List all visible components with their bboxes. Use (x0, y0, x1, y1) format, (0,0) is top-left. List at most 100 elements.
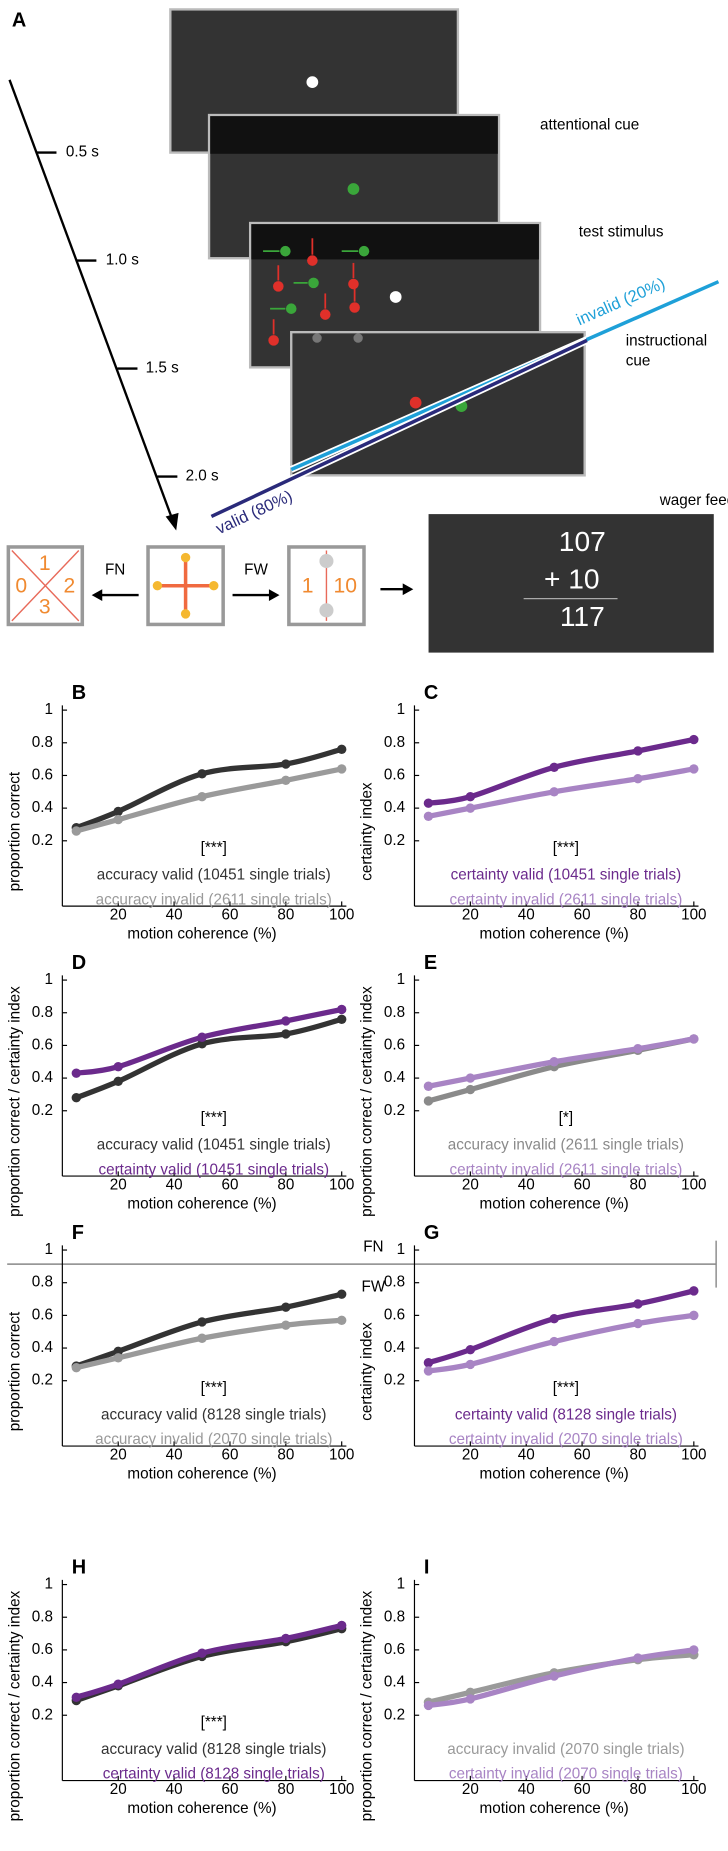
y-tick-label: 0.2 (384, 832, 405, 849)
panel-label: E (424, 952, 437, 974)
y-tick-label: 0.6 (32, 1306, 53, 1323)
arrow-head (402, 583, 414, 596)
x-tick-label: 20 (462, 907, 479, 924)
x-axis-label: motion coherence (%) (127, 1195, 276, 1212)
x-tick-label: 100 (681, 907, 706, 924)
data-point (689, 1645, 699, 1655)
y-tick-label: 1 (397, 1241, 405, 1258)
x-tick-label: 20 (110, 1177, 127, 1194)
data-point (113, 1076, 123, 1087)
timeline-label: 2.0 s (186, 468, 219, 485)
y-tick-label: 0.8 (32, 1274, 53, 1291)
choice-label: FN (105, 561, 125, 578)
panel-label: C (424, 682, 438, 704)
annotation: [***] (201, 1380, 227, 1397)
panel-label: F (72, 1222, 84, 1244)
x-tick-label: 80 (629, 1781, 646, 1798)
choice-digit: 2 (64, 574, 76, 597)
x-tick-label: 20 (110, 907, 127, 924)
legend-entry: accuracy invalid (2070 single trials) (447, 1741, 684, 1758)
x-tick-label: 20 (110, 1781, 127, 1798)
choice-dot (152, 581, 163, 591)
y-tick-label: 0.4 (384, 1069, 406, 1086)
x-tick-label: 60 (574, 1177, 591, 1194)
y-tick-label: 0.8 (384, 1608, 405, 1625)
y-tick-label: 0.2 (32, 1372, 53, 1389)
data-point (633, 1299, 643, 1309)
feedback-number: 117 (560, 601, 605, 632)
choice-dot (319, 603, 334, 618)
y-tick-label: 0.8 (384, 1004, 405, 1021)
choice-dot (209, 581, 219, 591)
legend-entry: certainty invalid (2070 single trials) (449, 1766, 683, 1783)
data-point (633, 1043, 643, 1054)
data-point (71, 1092, 82, 1103)
choice-digit: 10 (333, 574, 356, 597)
y-axis-label: proportion correct / certainty index (6, 986, 23, 1217)
x-tick-label: 100 (329, 1177, 354, 1194)
x-axis-label: motion coherence (%) (480, 925, 629, 942)
data-point (423, 1700, 434, 1711)
x-tick-label: 60 (221, 1177, 238, 1194)
data-point (337, 1620, 347, 1631)
choice-dot (180, 609, 191, 619)
annotation: [***] (201, 1110, 227, 1127)
data-point (197, 769, 207, 779)
timeline-arrow (165, 512, 179, 531)
data-point (549, 787, 559, 797)
panel-label: H (72, 1556, 86, 1578)
data-point (549, 762, 559, 772)
y-tick-label: 1 (397, 701, 405, 718)
legend-entry: certainty invalid (2070 single trials) (449, 1431, 683, 1448)
y-tick-label: 1 (397, 1576, 405, 1593)
arrow-head (91, 589, 103, 601)
data-point (197, 1032, 207, 1042)
annotation: [***] (201, 1714, 227, 1731)
y-tick-label: 1 (44, 701, 52, 718)
y-tick-label: 1 (44, 971, 52, 988)
screen-label: cue (626, 353, 651, 370)
data-point (423, 1081, 434, 1091)
legend-entry: certainty valid (8128 single trials) (455, 1407, 677, 1424)
timeline-label: 0.5 s (66, 144, 99, 161)
direction-arrows (157, 557, 214, 614)
x-tick-label: 80 (629, 1446, 646, 1463)
data-point (465, 1344, 476, 1355)
data-point (281, 1029, 291, 1039)
x-axis-label: motion coherence (%) (127, 1800, 276, 1817)
y-tick-label: 0.6 (32, 766, 53, 783)
data-point (633, 774, 643, 784)
y-tick-label: 0.8 (384, 734, 405, 751)
y-tick-label: 0.6 (32, 1036, 53, 1053)
choice-line (11, 550, 80, 622)
data-point (337, 744, 347, 755)
feedback-screen (428, 514, 714, 653)
data-point (113, 1353, 123, 1363)
y-tick-label: 0.2 (32, 1102, 53, 1119)
data-point (465, 791, 476, 802)
choice-digit: 0 (15, 574, 27, 597)
data-point (689, 1310, 699, 1321)
y-tick-label: 0.4 (32, 1069, 54, 1086)
y-axis-label: proportion correct / certainty index (359, 986, 376, 1217)
legend-entry: accuracy valid (8128 single trials) (101, 1741, 326, 1758)
timeline-label: 1.0 s (106, 252, 139, 269)
x-tick-label: 40 (166, 1446, 183, 1463)
valid-cue-line (210, 338, 588, 519)
feedback-number: 107 (559, 526, 606, 557)
divider-label: FW (362, 1279, 386, 1296)
x-axis-label: motion coherence (%) (127, 925, 276, 942)
y-tick-label: 0.2 (32, 1706, 53, 1723)
y-tick-label: 0.4 (384, 799, 406, 816)
data-point (549, 1336, 559, 1347)
x-tick-label: 80 (277, 1177, 294, 1194)
y-tick-label: 0.6 (384, 1641, 405, 1658)
data-point (689, 764, 699, 774)
data-point (281, 1320, 291, 1330)
data-point (423, 798, 434, 808)
annotation: [***] (553, 840, 579, 857)
data-point (337, 1289, 347, 1299)
legend-entry: accuracy valid (8128 single trials) (101, 1407, 326, 1424)
x-tick-label: 80 (277, 1781, 294, 1798)
data-point (465, 1073, 476, 1083)
